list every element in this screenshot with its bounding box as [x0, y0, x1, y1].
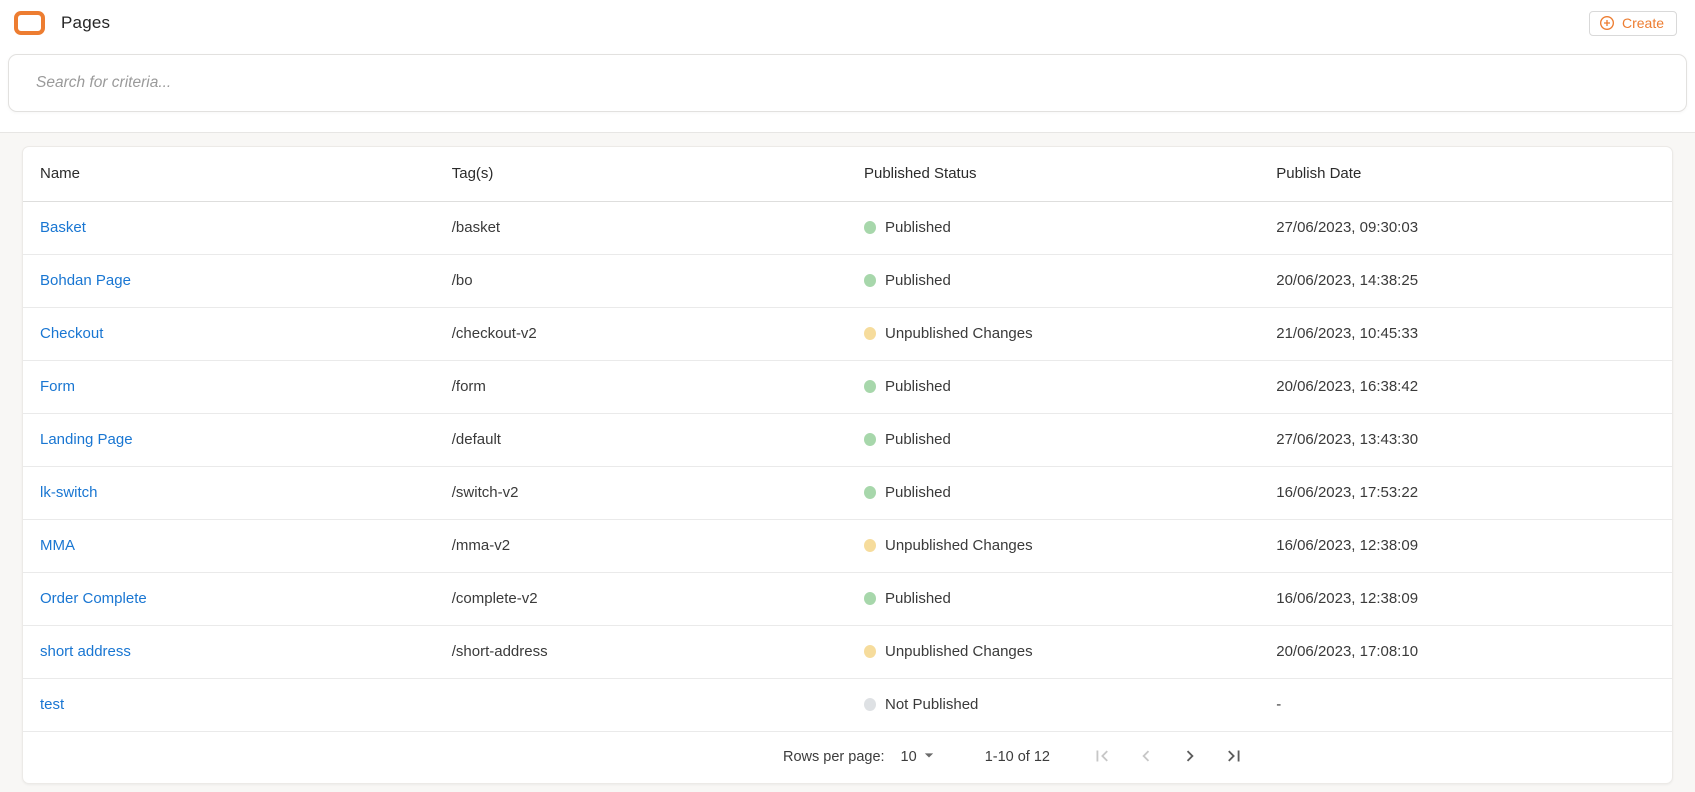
table-row: short address /short-address Unpublished… — [23, 625, 1672, 679]
table-row: Form /form Published 20/06/2023, 16:38:4… — [23, 360, 1672, 414]
status-label: Published — [884, 219, 951, 236]
publish-date: 20/06/2023, 17:08:10 — [1276, 643, 1419, 660]
page-tag: /complete-v2 — [451, 590, 538, 607]
publish-date: 16/06/2023, 12:38:09 — [1276, 590, 1419, 607]
rows-per-page-label: Rows per page: — [782, 749, 885, 765]
status-label: Unpublished Changes — [884, 537, 1033, 554]
status-label: Published — [884, 378, 951, 395]
page-tag: /checkout-v2 — [451, 325, 537, 342]
status-dot — [863, 592, 876, 605]
create-button[interactable]: Create — [1588, 10, 1677, 36]
first-page-icon — [1091, 745, 1113, 770]
table-header-row: Name Tag(s) Published Status Publish Dat… — [23, 147, 1672, 202]
previous-page-button[interactable] — [1124, 739, 1168, 775]
publish-date: 16/06/2023, 12:38:09 — [1276, 537, 1419, 554]
top-bar: Pages Create — [0, 0, 1695, 46]
page-tag: /bo — [451, 272, 473, 289]
column-header-publish-date: Publish Date — [1276, 147, 1672, 202]
page-name-link[interactable]: Checkout — [40, 325, 104, 342]
pages-table: Name Tag(s) Published Status Publish Dat… — [23, 147, 1672, 732]
status-dot — [863, 539, 876, 552]
page-name-link[interactable]: Basket — [40, 219, 86, 236]
page-title: Pages — [61, 13, 111, 32]
column-header-name: Name — [23, 147, 452, 202]
chevron-right-icon — [1179, 745, 1201, 770]
publish-date: 21/06/2023, 10:45:33 — [1276, 325, 1419, 342]
next-page-button[interactable] — [1168, 739, 1212, 775]
page-tag: /default — [451, 431, 501, 448]
table-row: Order Complete /complete-v2 Published 16… — [23, 572, 1672, 626]
status-dot — [863, 486, 876, 499]
table-row: test Not Published - — [23, 678, 1672, 732]
table-row: Bohdan Page /bo Published 20/06/2023, 14… — [23, 254, 1672, 308]
pagination-range: 1-10 of 12 — [984, 749, 1050, 765]
publish-date: 27/06/2023, 13:43:30 — [1276, 431, 1419, 448]
pagination: Rows per page: 10 1-10 of 12 — [195, 732, 1672, 783]
status-label: Published — [884, 590, 951, 607]
pages-icon — [14, 11, 45, 35]
page-tag: /short-address — [451, 643, 548, 660]
first-page-button[interactable] — [1080, 739, 1124, 775]
status-label: Unpublished Changes — [884, 325, 1033, 342]
publish-date: 27/06/2023, 09:30:03 — [1276, 219, 1419, 236]
plus-circle-icon — [1599, 15, 1615, 31]
last-page-icon — [1223, 745, 1245, 770]
page-tag: /mma-v2 — [451, 537, 511, 554]
status-label: Published — [884, 272, 951, 289]
pages-table-card: Name Tag(s) Published Status Publish Dat… — [22, 146, 1673, 784]
page-name-link[interactable]: Bohdan Page — [40, 272, 131, 289]
search-input[interactable] — [8, 54, 1687, 112]
table-row: Checkout /checkout-v2 Unpublished Change… — [23, 307, 1672, 361]
status-dot — [863, 698, 876, 711]
status-label: Not Published — [884, 696, 979, 713]
publish-date: 20/06/2023, 16:38:42 — [1276, 378, 1419, 395]
page-name-link[interactable]: Landing Page — [40, 431, 133, 448]
rows-per-page-value: 10 — [900, 749, 917, 765]
page-name-link[interactable]: Order Complete — [40, 590, 147, 607]
status-dot — [863, 327, 876, 340]
last-page-button[interactable] — [1212, 739, 1256, 775]
status-label: Published — [884, 431, 951, 448]
page-name-link[interactable]: test — [40, 696, 65, 713]
page-name-link[interactable]: lk-switch — [40, 484, 98, 501]
column-header-published-status: Published Status — [863, 147, 1277, 202]
page-name-link[interactable]: MMA — [40, 537, 75, 554]
rows-per-page-select[interactable]: 10 — [901, 745, 939, 769]
top-section: Pages Create — [0, 0, 1695, 133]
table-row: MMA /mma-v2 Unpublished Changes 16/06/20… — [23, 519, 1672, 573]
page-tag: /form — [451, 378, 486, 395]
table-row: Basket /basket Published 27/06/2023, 09:… — [23, 201, 1672, 255]
publish-date: 20/06/2023, 14:38:25 — [1276, 272, 1419, 289]
table-body: Basket /basket Published 27/06/2023, 09:… — [23, 201, 1672, 732]
publish-date: 16/06/2023, 17:53:22 — [1276, 484, 1419, 501]
status-dot — [863, 221, 876, 234]
page-tag: /switch-v2 — [451, 484, 519, 501]
status-dot — [863, 274, 876, 287]
status-label: Unpublished Changes — [884, 643, 1033, 660]
table-row: lk-switch /switch-v2 Published 16/06/202… — [23, 466, 1672, 520]
status-dot — [863, 380, 876, 393]
status-dot — [863, 645, 876, 658]
status-dot — [863, 433, 876, 446]
page-name-link[interactable]: Form — [40, 378, 75, 395]
table-row: Landing Page /default Published 27/06/20… — [23, 413, 1672, 467]
status-label: Published — [884, 484, 951, 501]
page-tag: /basket — [451, 219, 501, 236]
chevron-left-icon — [1135, 745, 1157, 770]
main-content: Name Tag(s) Published Status Publish Dat… — [0, 133, 1695, 784]
publish-date: - — [1276, 696, 1282, 713]
create-button-label: Create — [1621, 15, 1664, 31]
chevron-down-icon — [919, 745, 939, 769]
page-name-link[interactable]: short address — [40, 643, 131, 660]
column-header-tags: Tag(s) — [451, 147, 864, 202]
